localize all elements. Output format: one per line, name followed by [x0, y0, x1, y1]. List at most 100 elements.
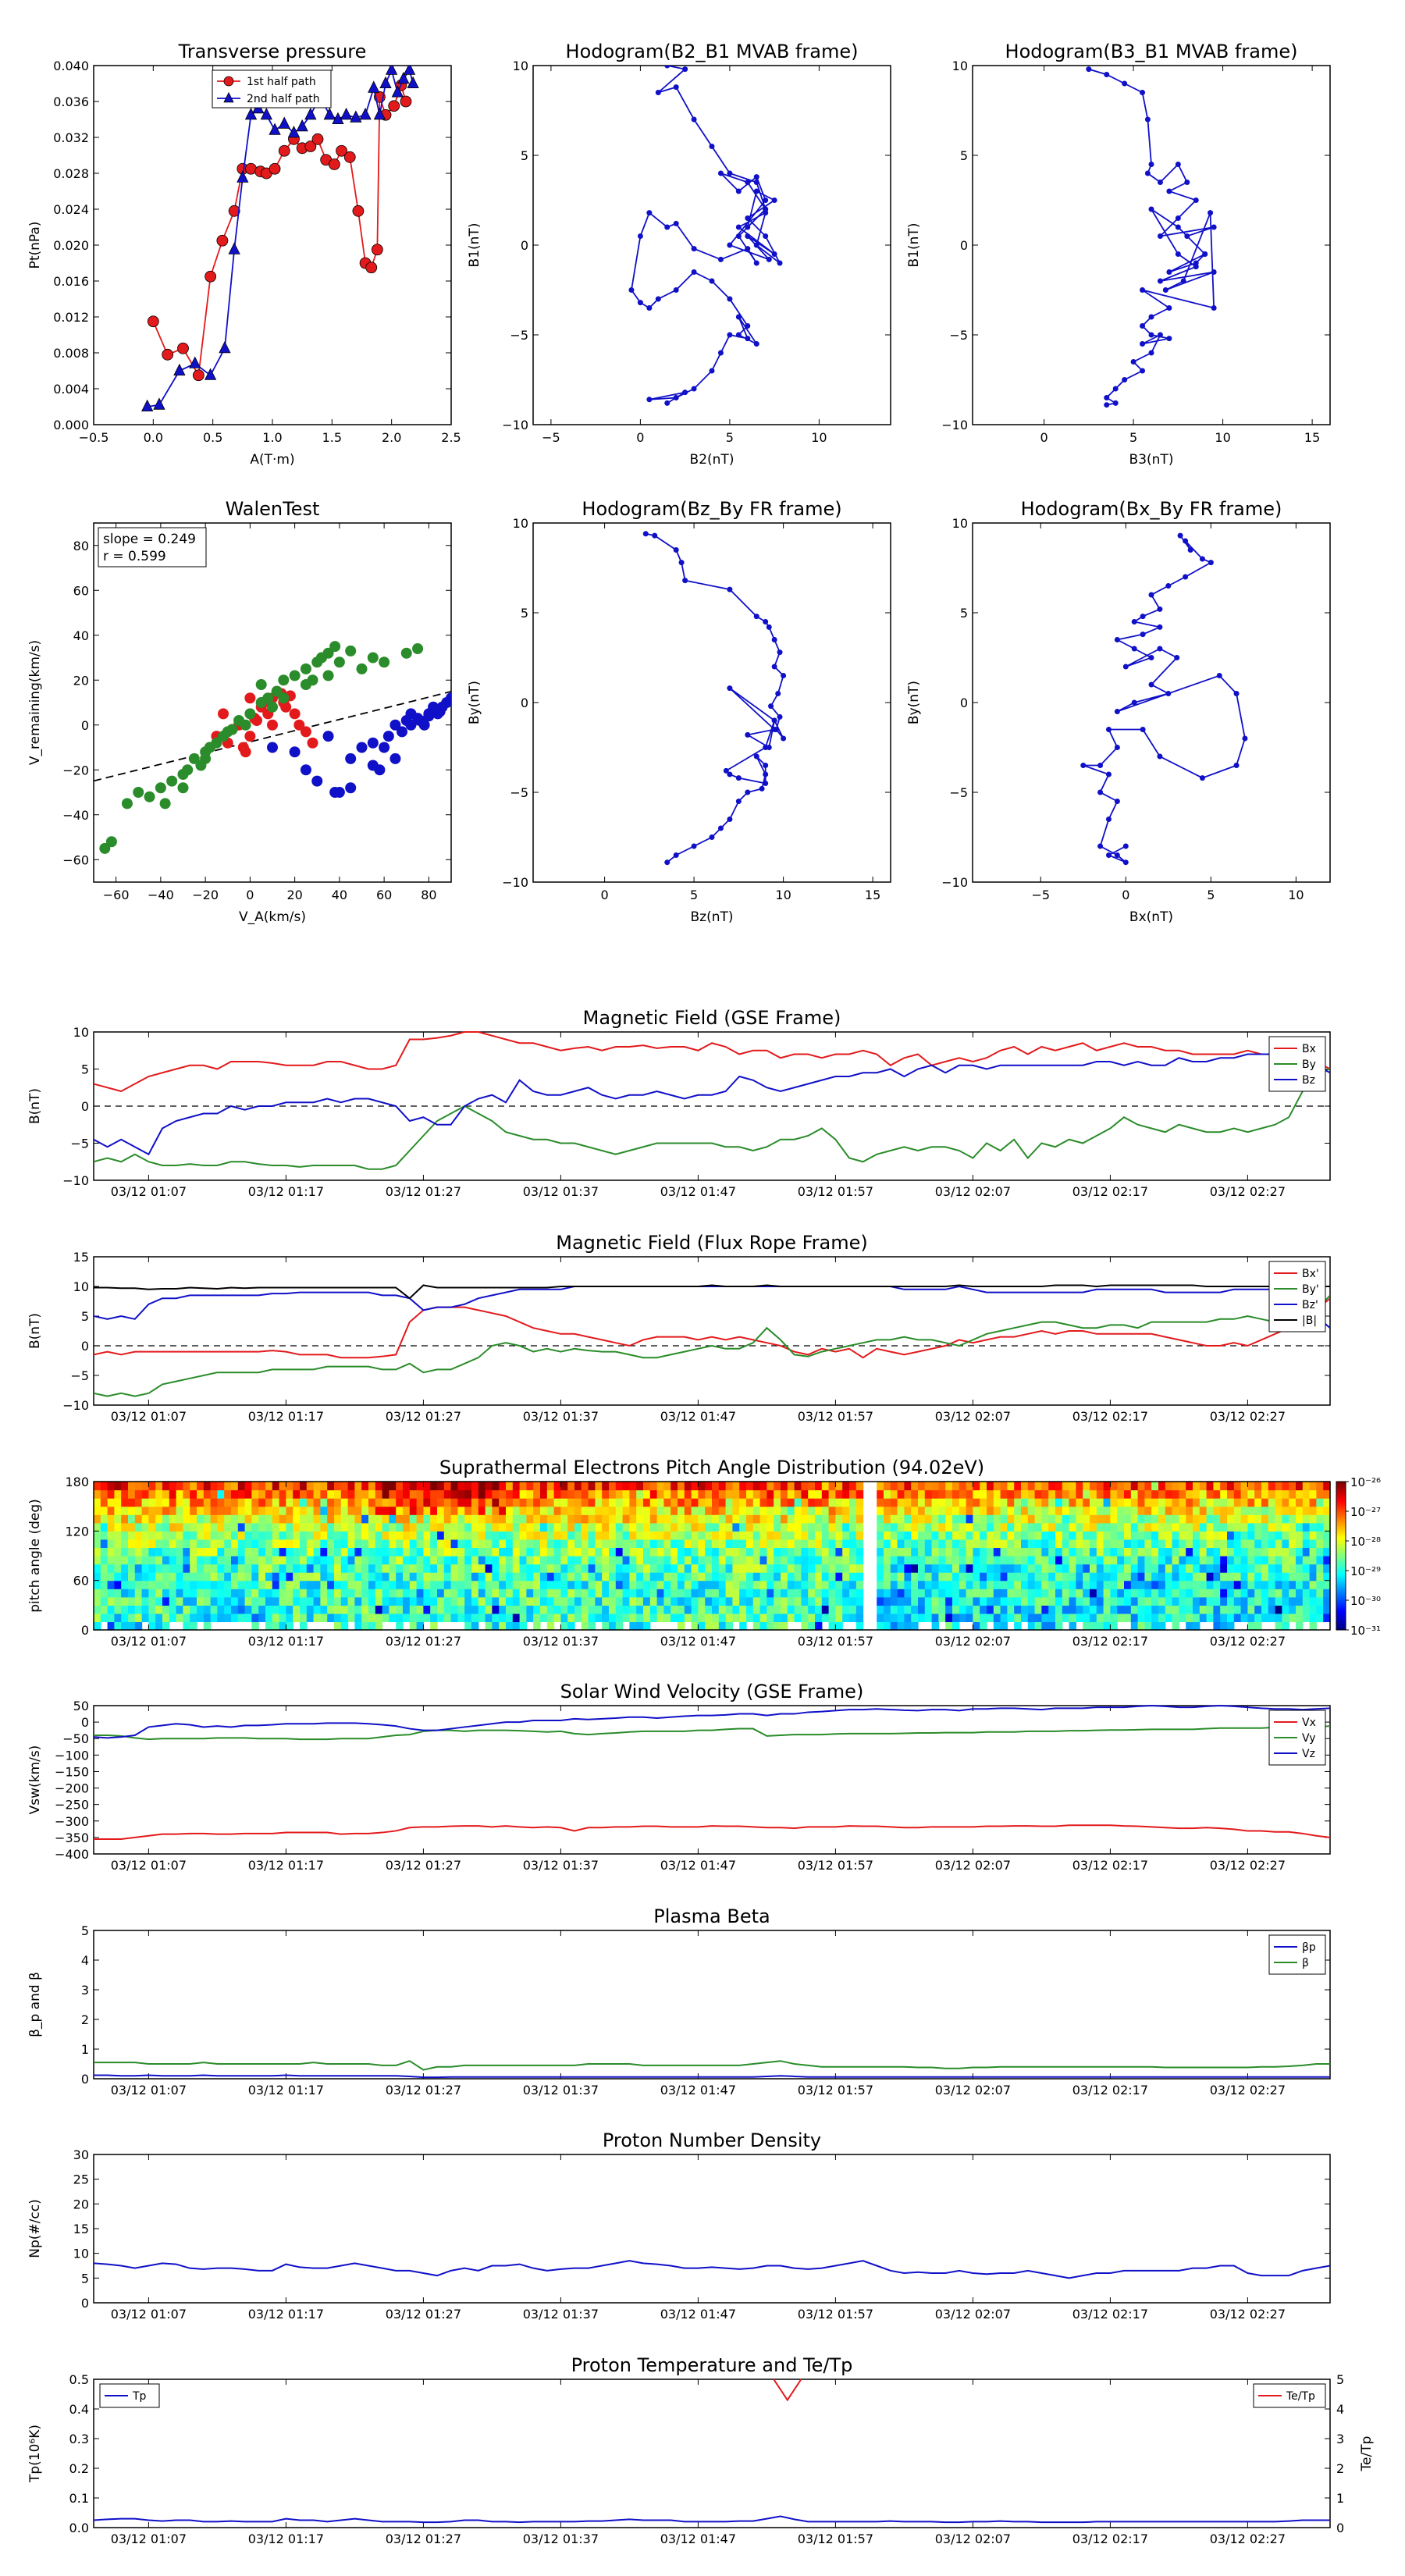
y-axis-label: Vsw(km/s) — [27, 1745, 43, 1815]
heatmap-cell — [884, 1596, 891, 1606]
heatmap-cell — [155, 1539, 163, 1549]
y-tick-label: 0.5 — [69, 2372, 89, 2387]
heatmap-cell — [739, 1539, 747, 1549]
heatmap-cell — [698, 1613, 706, 1623]
heatmap-cell — [162, 1482, 170, 1491]
heatmap-cell — [705, 1605, 713, 1614]
heatmap-cell — [1186, 1522, 1193, 1532]
data-point — [673, 395, 679, 400]
heatmap-cell — [121, 1514, 129, 1524]
heatmap-cell — [1090, 1489, 1097, 1499]
heatmap-cell — [1240, 1498, 1248, 1507]
heatmap-cell — [519, 1506, 527, 1515]
heatmap-cell — [787, 1596, 795, 1606]
heatmap-cell — [148, 1605, 156, 1614]
data-point — [727, 296, 733, 302]
y-tick-label: 4 — [81, 1953, 89, 1968]
heatmap-cell — [506, 1489, 514, 1499]
heatmap-cell — [1055, 1613, 1063, 1623]
heatmap-cell — [1158, 1596, 1166, 1606]
heatmap-cell — [649, 1498, 658, 1507]
heatmap-cell — [1247, 1572, 1255, 1582]
heatmap-cell — [1144, 1621, 1152, 1631]
heatmap-cell — [231, 1580, 239, 1589]
heatmap-cell — [828, 1605, 836, 1614]
heatmap-cell — [821, 1556, 830, 1565]
data-point — [753, 614, 759, 620]
heatmap-cell — [306, 1506, 315, 1515]
x-tick-label: 03/12 01:17 — [248, 2307, 324, 2322]
heatmap-cell — [1172, 1522, 1179, 1532]
heatmap-cell — [663, 1482, 671, 1491]
data-point — [105, 836, 117, 848]
heatmap-cell — [752, 1482, 761, 1491]
heatmap-cell — [877, 1489, 884, 1499]
data-point — [771, 727, 777, 732]
heatmap-cell — [732, 1547, 740, 1557]
heatmap-cell — [368, 1498, 376, 1507]
heatmap-cell — [155, 1580, 163, 1589]
plot-area — [642, 531, 787, 866]
heatmap-cell — [1151, 1556, 1159, 1565]
heatmap-cell — [815, 1547, 823, 1557]
heatmap-cell — [1027, 1605, 1036, 1614]
data-point — [1183, 538, 1189, 544]
heatmap-cell — [1062, 1498, 1070, 1507]
heatmap-cell — [327, 1596, 335, 1606]
heatmap-cell — [471, 1605, 479, 1614]
heatmap-cell — [890, 1514, 898, 1524]
heatmap-cell — [121, 1539, 129, 1549]
data-point — [1165, 583, 1172, 589]
data-point — [1140, 287, 1146, 293]
heatmap-cell — [855, 1605, 864, 1614]
heatmap-cell — [334, 1531, 342, 1540]
series-line — [94, 1725, 1330, 1741]
heatmap-cell — [1309, 1564, 1317, 1573]
heatmap-cell — [1282, 1547, 1289, 1557]
heatmap-cell — [938, 1605, 946, 1614]
heatmap-cell — [450, 1547, 458, 1557]
heatmap-cell — [1193, 1482, 1200, 1491]
heatmap-cell — [691, 1564, 699, 1573]
heatmap-cell — [1130, 1539, 1139, 1549]
heatmap-cell — [1172, 1589, 1179, 1598]
heatmap-cell — [1034, 1613, 1042, 1623]
heatmap-cell — [678, 1572, 685, 1582]
heatmap-cell — [897, 1482, 905, 1491]
heatmap-cell — [643, 1531, 651, 1540]
heatmap-cell — [416, 1506, 424, 1515]
heatmap-cell — [918, 1547, 926, 1557]
heatmap-cell — [320, 1482, 328, 1491]
heatmap-cell — [622, 1564, 630, 1573]
heatmap-cell — [443, 1564, 452, 1573]
heatmap-cell — [512, 1621, 521, 1631]
heatmap-cell — [1117, 1556, 1125, 1565]
heatmap-cell — [540, 1539, 548, 1549]
data-point — [245, 162, 257, 175]
heatmap-cell — [698, 1547, 706, 1557]
chart-vsw: Solar Wind Velocity (GSE Frame)−400−350−… — [27, 1681, 1331, 1873]
heatmap-cell — [492, 1482, 500, 1491]
heatmap-cell — [1083, 1564, 1090, 1573]
heatmap-cell — [506, 1556, 514, 1565]
heatmap-cell — [1309, 1605, 1317, 1614]
heatmap-cell — [368, 1556, 376, 1565]
heatmap-cell — [746, 1522, 754, 1532]
heatmap-cell — [759, 1572, 767, 1582]
chart-mag-gse: Magnetic Field (GSE Frame)−10−5051003/12… — [27, 1007, 1331, 1199]
heatmap-cell — [231, 1572, 239, 1582]
heatmap-cell — [698, 1506, 706, 1515]
heatmap-cell — [884, 1556, 891, 1565]
heatmap-cell — [815, 1605, 823, 1614]
heatmap-cell — [1144, 1589, 1152, 1598]
heatmap-cell — [698, 1621, 706, 1631]
heatmap-cell — [457, 1531, 465, 1540]
heatmap-cell — [334, 1489, 342, 1499]
colorbar-segment — [1336, 1599, 1346, 1601]
data-point — [1199, 775, 1205, 781]
heatmap-cell — [492, 1564, 500, 1573]
heatmap-cell — [746, 1556, 754, 1565]
heatmap-cell — [176, 1556, 183, 1565]
heatmap-cell — [251, 1539, 259, 1549]
y-tick-label: 10 — [952, 59, 968, 73]
